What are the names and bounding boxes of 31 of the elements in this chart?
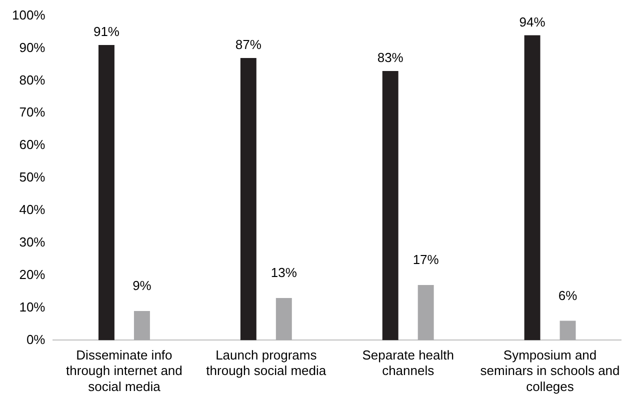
y-tick-label: 80% xyxy=(19,72,46,88)
y-tick-label: 0% xyxy=(26,332,46,347)
data-label: 17% xyxy=(412,252,440,268)
y-tick-label: 90% xyxy=(19,40,46,55)
bar xyxy=(276,298,292,340)
bar xyxy=(240,58,256,340)
x-tick-label: Separate health channels xyxy=(362,348,454,378)
data-label: 91% xyxy=(93,24,120,40)
y-tick-label: 100% xyxy=(12,7,46,22)
y-tick-label: 60% xyxy=(19,137,46,152)
x-tick-label: Launch programs through social media xyxy=(206,348,327,378)
data-label: 87% xyxy=(235,37,262,52)
bar xyxy=(134,311,150,340)
y-tick-label: 70% xyxy=(19,104,46,120)
y-tick-label: 30% xyxy=(19,234,46,250)
bar xyxy=(418,285,434,340)
data-label: 13% xyxy=(270,265,298,280)
y-tick-label: 50% xyxy=(19,170,46,185)
bar xyxy=(560,320,576,340)
bar xyxy=(524,35,540,340)
data-label: 6% xyxy=(558,288,578,303)
y-tick-label: 40% xyxy=(19,202,46,218)
y-tick-label: 10% xyxy=(19,299,46,314)
y-tick-label: 20% xyxy=(19,266,46,282)
bar xyxy=(98,44,114,340)
x-tick-label: Disseminate info through internet and social media xyxy=(66,348,182,394)
data-label: 9% xyxy=(132,278,152,294)
data-label: 94% xyxy=(519,14,546,30)
data-label: 83% xyxy=(377,50,404,66)
bar xyxy=(382,70,398,340)
x-tick-label: Symposium and seminars in schools and colleges xyxy=(480,348,620,394)
